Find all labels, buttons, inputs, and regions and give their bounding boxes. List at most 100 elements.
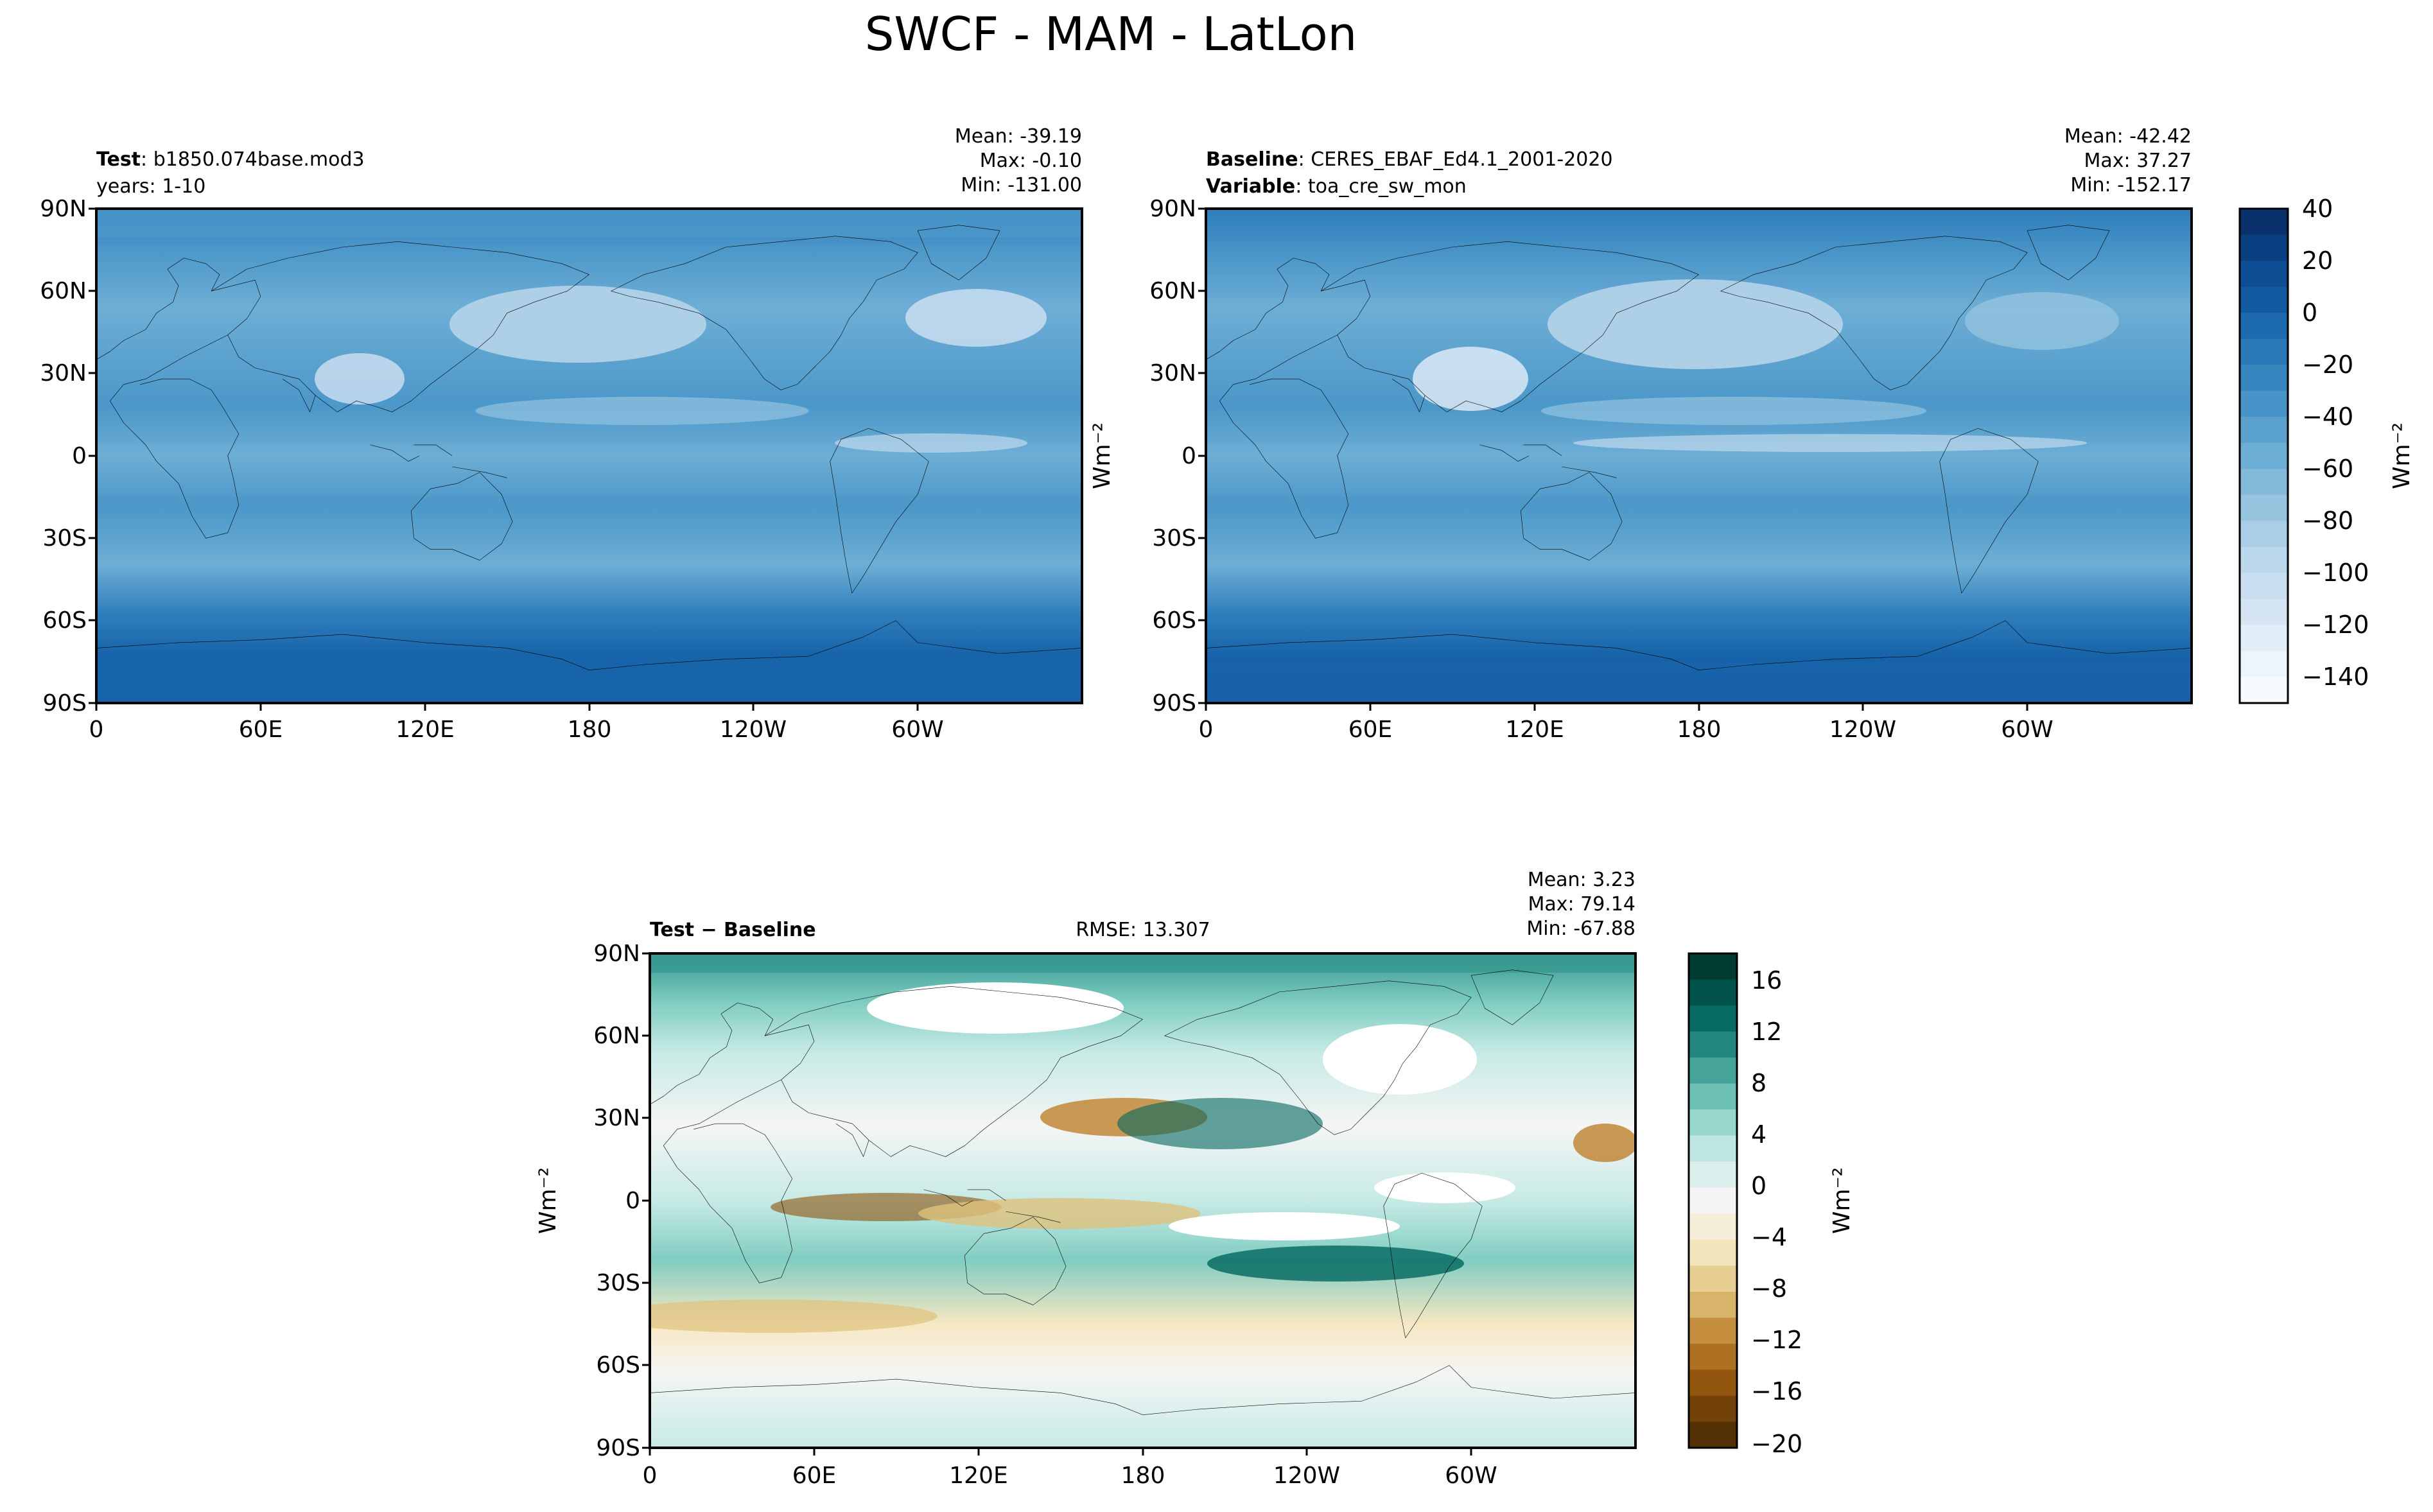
svg-text:60E: 60E xyxy=(1348,717,1393,743)
cb-diff-tick-6: −8 xyxy=(1751,1274,1787,1303)
test-mean: Mean: -39.19 xyxy=(955,125,1082,148)
cb-diff-tick-5: −4 xyxy=(1751,1223,1787,1251)
cb-diff-tick-8: −16 xyxy=(1751,1377,1802,1405)
svg-text:60W: 60W xyxy=(891,717,943,743)
svg-text:90S: 90S xyxy=(596,1435,640,1461)
figure-title: SWCF - MAM - LatLon xyxy=(865,7,1357,61)
cb-diff-tick-0: 16 xyxy=(1751,966,1782,995)
cb-main-segment xyxy=(2240,209,2288,236)
cb-diff-segment xyxy=(1689,1213,1737,1240)
cb-main-segment xyxy=(2240,313,2288,340)
top-units-label: Wm⁻² xyxy=(1089,422,1115,489)
cb-diff-segment xyxy=(1689,1343,1737,1370)
svg-text:60S: 60S xyxy=(42,607,87,634)
cb-main-segment xyxy=(2240,650,2288,677)
svg-text:60N: 60N xyxy=(1149,278,1196,304)
svg-text:180: 180 xyxy=(1677,717,1722,743)
cb-main-segment xyxy=(2240,573,2288,600)
colorbar-diff: 16 12 8 4 0 −4 −8 −12 −16 −20 Wm⁻² xyxy=(1687,952,1855,1458)
svg-text:120E: 120E xyxy=(949,1463,1007,1489)
cb-main-segment xyxy=(2240,546,2288,573)
cb-main-segment xyxy=(2240,598,2288,625)
cb-main-segment xyxy=(2240,390,2288,417)
baseline-panel: Baseline: CERES_EBAF_Ed4.1_2001-2020 Var… xyxy=(1149,125,2193,743)
diff-max: Max: 79.14 xyxy=(1528,893,1635,916)
baseline-mean: Mean: -42.42 xyxy=(2064,125,2192,148)
svg-text:120W: 120W xyxy=(720,717,787,743)
diff-panel: Test − Baseline RMSE: 13.307 Mean: 3.23 … xyxy=(535,869,1637,1489)
cb-diff-segment xyxy=(1689,1135,1737,1162)
svg-text:60S: 60S xyxy=(596,1352,640,1378)
svg-text:120E: 120E xyxy=(396,717,454,743)
cb-main-segment xyxy=(2240,365,2288,392)
cb-diff-tick-2: 8 xyxy=(1751,1069,1766,1097)
cb-diff-segment xyxy=(1689,1369,1737,1396)
cb-diff-tick-9: −20 xyxy=(1751,1430,1802,1458)
svg-text:90S: 90S xyxy=(42,690,87,717)
test-lat-axis: 90N 60N 30N 0 30S 60S 90S xyxy=(40,196,87,717)
svg-text:30S: 30S xyxy=(1152,525,1196,552)
baseline-label: Baseline: CERES_EBAF_Ed4.1_2001-2020 xyxy=(1206,148,1613,171)
svg-text:180: 180 xyxy=(1121,1463,1165,1489)
cb-main-segment xyxy=(2240,625,2288,652)
test-panel: Test: b1850.074base.mod3 years: 1-10 Mea… xyxy=(40,125,1083,743)
svg-text:60E: 60E xyxy=(239,717,283,743)
cb-main-tick-5: −60 xyxy=(2302,455,2353,483)
test-map xyxy=(96,209,1082,703)
cb-main-segment xyxy=(2240,442,2288,469)
svg-text:0: 0 xyxy=(89,717,104,743)
svg-text:30N: 30N xyxy=(593,1105,640,1131)
diff-lon-axis: 0 60E 120E 180 120W 60W xyxy=(643,1463,1497,1489)
colorbar-main: 40 20 0 −20 −40 −60 −80 −100 −120 −140 W… xyxy=(2238,195,2415,704)
cb-main-segment xyxy=(2240,469,2288,496)
cb-diff-segment xyxy=(1689,1265,1737,1292)
cb-diff-segment xyxy=(1689,1083,1737,1110)
test-lon-axis: 0 60E 120E 180 120W 60W xyxy=(89,717,944,743)
svg-text:90S: 90S xyxy=(1152,690,1196,717)
svg-text:30S: 30S xyxy=(596,1270,640,1296)
cb-main-tick-2: 0 xyxy=(2302,299,2317,327)
cb-diff-segment xyxy=(1689,1109,1737,1136)
svg-text:120W: 120W xyxy=(1273,1463,1340,1489)
svg-text:60W: 60W xyxy=(1445,1463,1497,1489)
cb-main-segment xyxy=(2240,417,2288,444)
svg-text:0: 0 xyxy=(625,1188,640,1214)
svg-text:0: 0 xyxy=(72,443,87,469)
svg-text:0: 0 xyxy=(643,1463,658,1489)
cb-diff-tick-4: 0 xyxy=(1751,1172,1766,1200)
cb-main-segment xyxy=(2240,286,2288,313)
cb-diff-segment xyxy=(1689,1005,1737,1032)
svg-text:120E: 120E xyxy=(1505,717,1564,743)
svg-text:60W: 60W xyxy=(2001,717,2053,743)
svg-text:0: 0 xyxy=(1182,443,1196,469)
baseline-lat-axis: 90N 60N 30N 0 30S 60S 90S xyxy=(1149,196,1196,717)
diff-min: Min: -67.88 xyxy=(1526,917,1635,940)
cb-diff-segment xyxy=(1689,1239,1737,1266)
svg-text:60S: 60S xyxy=(1152,607,1196,634)
cb-diff-segment xyxy=(1689,1031,1737,1058)
cb-diff-segment xyxy=(1689,979,1737,1006)
cb-main-tick-3: −20 xyxy=(2302,351,2353,379)
cb-main-tick-8: −120 xyxy=(2302,611,2369,639)
cb-diff-tick-3: 4 xyxy=(1751,1120,1766,1149)
cb-diff-segment xyxy=(1689,1317,1737,1344)
cb-diff-segment xyxy=(1689,1057,1737,1084)
cb-diff-segment xyxy=(1689,953,1737,980)
cb-diff-segment xyxy=(1689,1395,1737,1422)
cb-main-tick-4: −40 xyxy=(2302,403,2353,431)
cb-main-tick-0: 40 xyxy=(2302,195,2333,223)
svg-text:30N: 30N xyxy=(1149,360,1196,387)
svg-text:90N: 90N xyxy=(593,941,640,967)
svg-text:90N: 90N xyxy=(40,196,87,222)
svg-text:180: 180 xyxy=(568,717,612,743)
test-label: Test: b1850.074base.mod3 xyxy=(96,148,365,171)
svg-text:60E: 60E xyxy=(792,1463,837,1489)
diff-lat-axis: 90N 60N 30N 0 30S 60S 90S xyxy=(593,941,640,1461)
cb-main-segment xyxy=(2240,677,2288,704)
diff-rmse: RMSE: 13.307 xyxy=(1076,919,1210,941)
svg-text:120W: 120W xyxy=(1829,717,1896,743)
cb-main-segment xyxy=(2240,261,2288,288)
svg-text:30S: 30S xyxy=(42,525,87,552)
baseline-max: Max: 37.27 xyxy=(2084,150,2192,172)
